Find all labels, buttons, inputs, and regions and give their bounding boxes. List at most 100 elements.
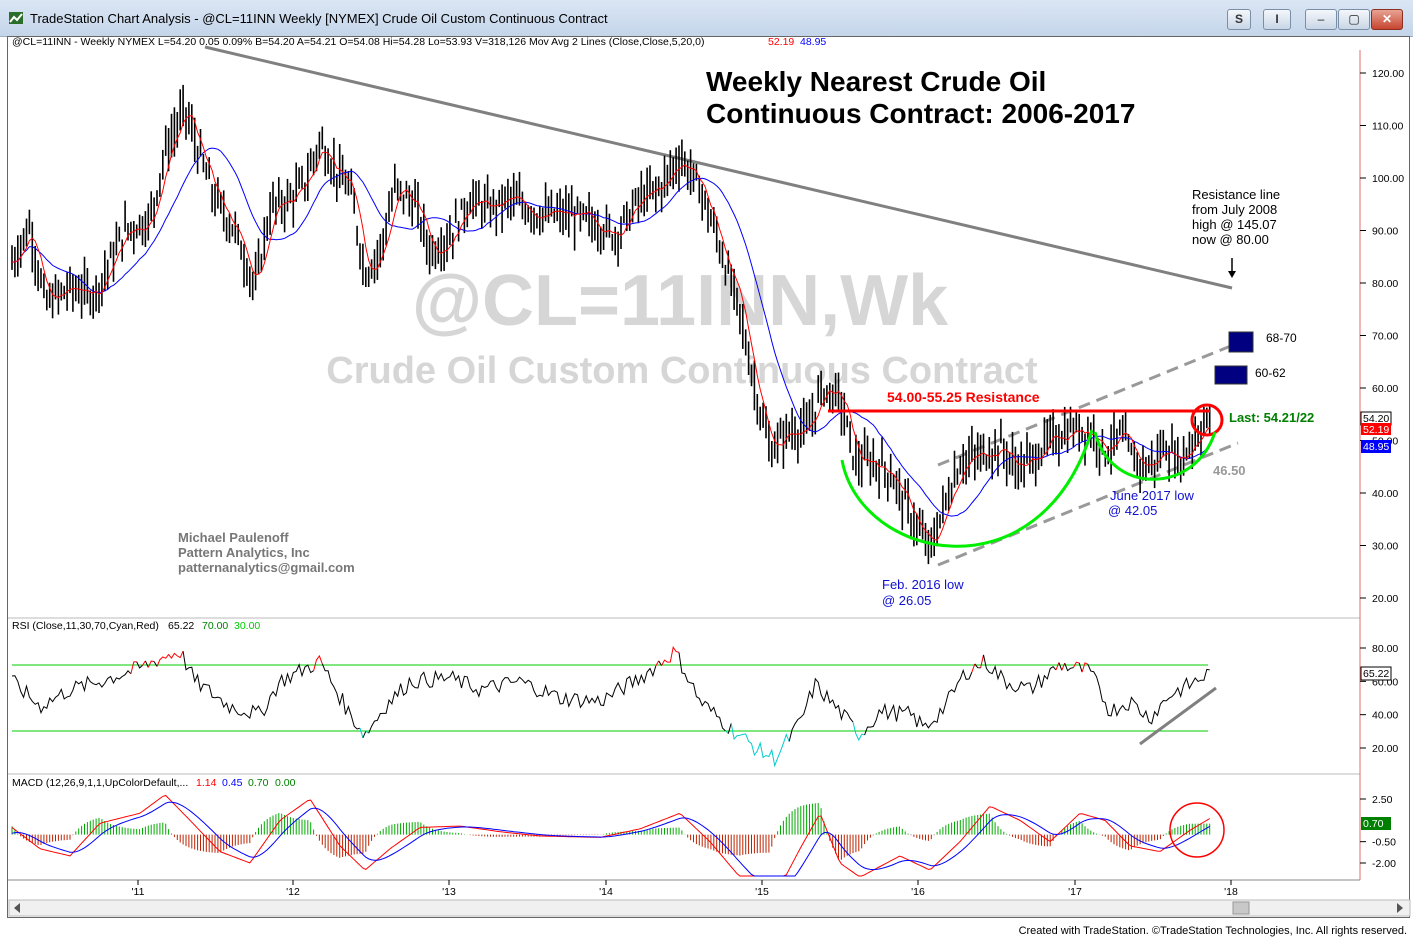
- rsi-label: RSI (Close,11,30,70,Cyan,Red): [12, 620, 159, 632]
- horizontal-scrollbar[interactable]: [8, 899, 1411, 917]
- right-shoulder-arc: [1093, 431, 1217, 481]
- macd-signal-line: [11, 801, 1210, 877]
- target-low-label: 60-62: [1255, 366, 1286, 380]
- scroll-right-icon[interactable]: [1397, 903, 1403, 913]
- rsi-segment: [362, 731, 367, 739]
- last-price-tag-text: 54.20: [1363, 413, 1389, 425]
- time-tick-label: '12: [286, 886, 300, 898]
- rsi-segment: [147, 660, 155, 668]
- options-menu-button[interactable]: I: [1263, 9, 1291, 30]
- price-tick-label: 120.00: [1372, 68, 1404, 80]
- rsi-segment: [983, 654, 1057, 695]
- rsi-segment: [1064, 663, 1074, 672]
- rsi-segment: [974, 663, 981, 669]
- rsi-upper-value: 70.00: [202, 620, 228, 632]
- macd-hist-value: 0.70: [248, 777, 269, 789]
- macd-tick-label: 2.50: [1372, 794, 1393, 806]
- rsi-segment: [153, 661, 158, 667]
- rsi-segment: [1058, 662, 1063, 671]
- author-company: Pattern Analytics, Inc: [178, 545, 310, 560]
- resistance-note: Resistance line from July 2008 high @ 14…: [1192, 187, 1284, 247]
- ma-fast-tag: [1361, 423, 1391, 435]
- rsi-segment: [1078, 662, 1083, 673]
- scroll-left-icon[interactable]: [14, 903, 20, 913]
- rsi-segment: [182, 651, 314, 720]
- rsi-segment: [678, 652, 726, 732]
- macd-line: [11, 794, 1210, 877]
- macd-axis-ticks: 2.50 -0.50 -2.00: [1360, 794, 1396, 870]
- rsi-tick-label: 20.00: [1372, 743, 1398, 755]
- watermark-name: Crude Oil Custom Continuous Contract: [326, 350, 1038, 392]
- ma-slow-tag-text: 48.95: [1363, 441, 1389, 453]
- rsi-segment: [1072, 661, 1080, 668]
- minimize-button[interactable]: –: [1305, 9, 1337, 30]
- rsi-segment: [661, 646, 680, 666]
- rsi-segment: [725, 730, 729, 734]
- resistance-note-line2: from July 2008: [1192, 202, 1277, 217]
- time-axis-ticks: '11 '12 '13 '14 '15 '16 '17 '18: [132, 880, 1238, 898]
- s-menu-button[interactable]: S: [1227, 9, 1251, 30]
- rsi-segment: [971, 663, 976, 673]
- macd-tag-text: 0.70: [1363, 818, 1384, 830]
- rsi-segment: [142, 660, 146, 666]
- price-tick-label: 100.00: [1372, 173, 1404, 185]
- watermark-symbol: @CL=11INN,Wk: [412, 261, 949, 341]
- june-low-label: June 2017 low @ 42.05: [1108, 488, 1197, 518]
- rsi-line: [11, 646, 1210, 768]
- resistance-note-line4: now @ 80.00: [1192, 232, 1269, 247]
- rsi-segment: [1055, 662, 1060, 671]
- author-email: patternanalytics@gmail.com: [178, 560, 355, 575]
- maximize-button[interactable]: ▢: [1338, 9, 1370, 30]
- price-axis-ticks: 120.00110.00100.0090.0080.0070.0060.0050…: [1360, 68, 1404, 605]
- last-price-label: Last: 54.21/22: [1229, 410, 1314, 425]
- time-tick-label: '16: [911, 886, 925, 898]
- resistance-note-line3: high @ 145.07: [1192, 217, 1277, 232]
- channel-lower-line: [937, 441, 1239, 567]
- rsi-tick-label: 40.00: [1372, 710, 1398, 722]
- time-tick-label: '15: [755, 886, 769, 898]
- scrollbar-thumb[interactable]: [1232, 901, 1250, 915]
- author-block: Michael Paulenoff Pattern Analytics, Inc…: [178, 530, 355, 575]
- rsi-segment: [313, 654, 323, 671]
- rsi-segment: [1061, 663, 1066, 671]
- rsi-segment: [156, 650, 184, 667]
- rsi-segment: [368, 665, 657, 734]
- rsi-segment: [727, 723, 732, 734]
- ma-fast-header-value: 52.19: [768, 36, 794, 48]
- price-tick-label: 70.00: [1372, 331, 1398, 343]
- price-tick-label: 110.00: [1372, 121, 1403, 133]
- rsi-segment: [980, 654, 984, 669]
- window-title: TradeStation Chart Analysis - @CL=11INN …: [30, 11, 608, 26]
- ma-slow-line: [11, 147, 1210, 517]
- feb-low-line2: @ 26.05: [882, 593, 931, 608]
- ma-slow-header-value: 48.95: [800, 36, 826, 48]
- macd-signal-value: 0.45: [222, 777, 243, 789]
- time-tick-label: '17: [1068, 886, 1082, 898]
- price-tick-label: 40.00: [1372, 488, 1398, 500]
- time-tick-label: '18: [1224, 886, 1238, 898]
- rsi-segment: [1081, 662, 1089, 673]
- symbol-header: @CL=11INN - Weekly NYMEX L=54.20 0.05 0.…: [12, 36, 704, 48]
- macd-highlight-circle: [1169, 802, 1225, 858]
- rsi-segment: [359, 728, 364, 738]
- price-tick-label: 30.00: [1372, 541, 1398, 553]
- headline-line1: Weekly Nearest Crude Oil: [706, 66, 1046, 97]
- june-low-line2: @ 42.05: [1108, 503, 1157, 518]
- time-tick-label: '14: [599, 886, 613, 898]
- price-tick-label: 80.00: [1372, 278, 1398, 290]
- rsi-value: 65.22: [168, 620, 194, 632]
- rsi-tick-label: 80.00: [1372, 643, 1398, 655]
- price-tick-label: 20.00: [1372, 593, 1398, 605]
- price-tick-label: 60.00: [1372, 383, 1398, 395]
- ma-fast-line: [11, 115, 1211, 541]
- close-button[interactable]: ✕: [1371, 9, 1403, 30]
- resistance-trendline: [204, 45, 1233, 290]
- macd-histogram: [11, 803, 1211, 860]
- rsi-segment: [130, 661, 137, 674]
- macd-tag: [1361, 817, 1391, 830]
- rsi-segment: [730, 723, 790, 768]
- rsi-tag: [1360, 666, 1392, 681]
- price-tick-label: 90.00: [1372, 226, 1398, 238]
